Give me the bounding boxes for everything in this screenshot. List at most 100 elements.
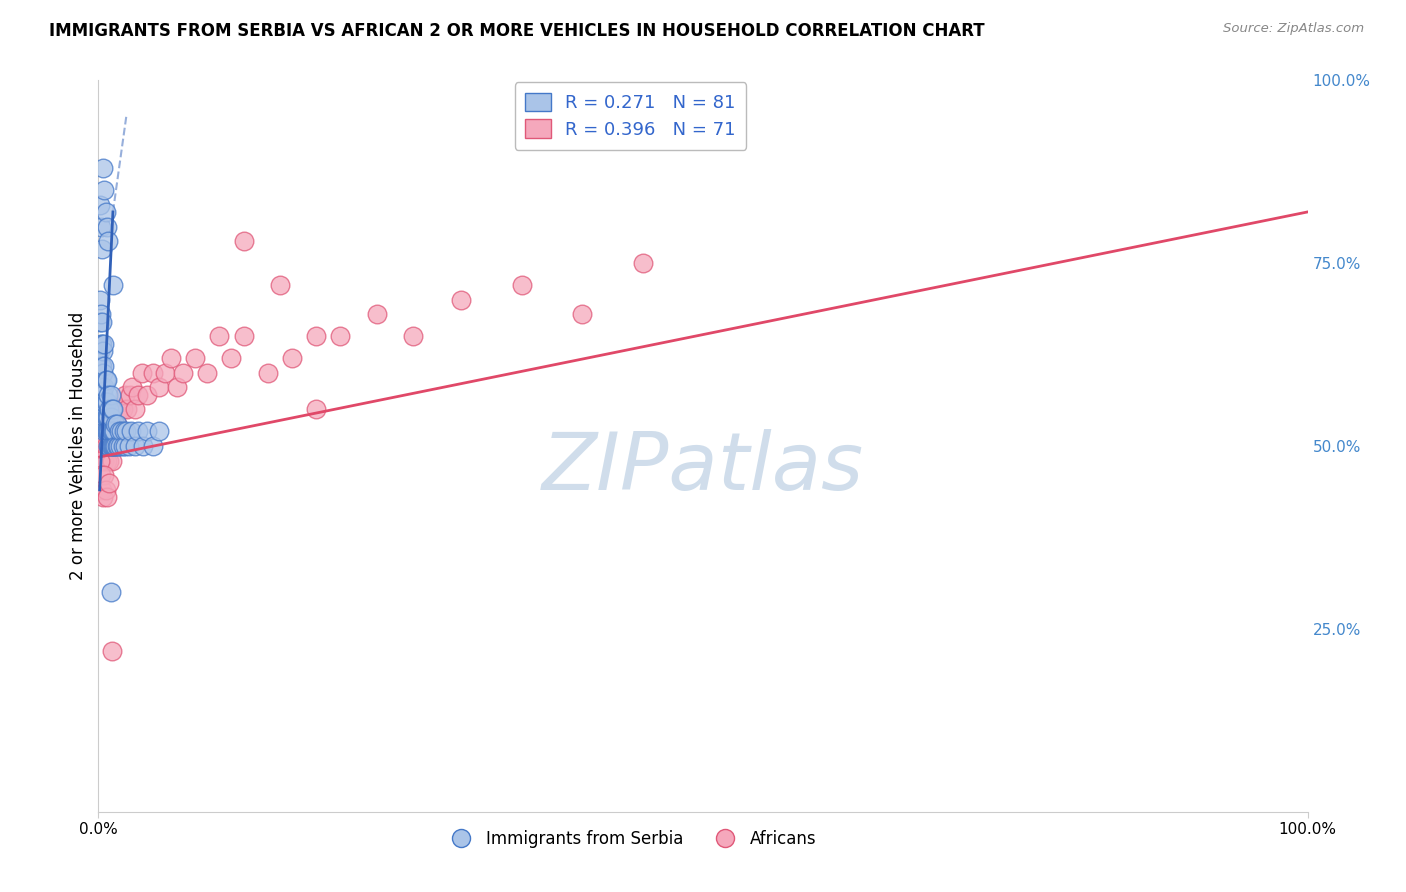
Point <box>89 366 111 380</box>
Point <box>93 359 115 373</box>
Point <box>100 425 122 439</box>
Point <box>97 409 120 424</box>
Point <box>135 388 157 402</box>
Point <box>93 468 115 483</box>
Point <box>631 256 654 270</box>
Point <box>100 388 122 402</box>
Point <box>104 417 127 431</box>
Point <box>184 351 207 366</box>
Point <box>98 453 121 467</box>
Point <box>107 439 129 453</box>
Point <box>105 439 128 453</box>
Point <box>329 329 352 343</box>
Point <box>101 409 124 424</box>
Point <box>94 425 117 439</box>
Point <box>89 453 111 467</box>
Point <box>107 402 129 417</box>
Point <box>91 366 114 380</box>
Point <box>100 417 122 431</box>
Point <box>269 278 291 293</box>
Point <box>91 402 114 417</box>
Point <box>91 343 114 358</box>
Point <box>115 425 138 439</box>
Point <box>100 439 122 453</box>
Point <box>114 439 136 453</box>
Point <box>96 395 118 409</box>
Point <box>108 402 131 417</box>
Point <box>91 425 114 439</box>
Point <box>89 315 111 329</box>
Point <box>281 351 304 366</box>
Point <box>90 219 112 234</box>
Point <box>91 483 114 497</box>
Text: IMMIGRANTS FROM SERBIA VS AFRICAN 2 OR MORE VEHICLES IN HOUSEHOLD CORRELATION CH: IMMIGRANTS FROM SERBIA VS AFRICAN 2 OR M… <box>49 22 984 40</box>
Point <box>100 402 122 417</box>
Point <box>148 380 170 394</box>
Point <box>94 373 117 387</box>
Point <box>93 425 115 439</box>
Point <box>98 402 121 417</box>
Point <box>124 402 146 417</box>
Point <box>118 388 141 402</box>
Point <box>93 395 115 409</box>
Point <box>510 278 533 293</box>
Point <box>89 425 111 439</box>
Point <box>105 417 128 431</box>
Point <box>101 402 124 417</box>
Point <box>91 417 114 431</box>
Y-axis label: 2 or more Vehicles in Household: 2 or more Vehicles in Household <box>69 312 87 580</box>
Point <box>97 439 120 453</box>
Point <box>127 425 149 439</box>
Point <box>450 293 472 307</box>
Point <box>111 402 134 417</box>
Point <box>124 439 146 453</box>
Point <box>131 366 153 380</box>
Point <box>96 409 118 424</box>
Point <box>142 439 165 453</box>
Point <box>90 468 112 483</box>
Point <box>91 161 114 175</box>
Point <box>91 242 114 256</box>
Point <box>108 425 131 439</box>
Point <box>89 395 111 409</box>
Point <box>91 315 114 329</box>
Point <box>89 197 111 211</box>
Point <box>166 380 188 394</box>
Point <box>97 417 120 431</box>
Point <box>98 439 121 453</box>
Point <box>91 380 114 394</box>
Point <box>121 380 143 394</box>
Point <box>91 439 114 453</box>
Point <box>98 425 121 439</box>
Point <box>232 234 254 248</box>
Point <box>305 402 328 417</box>
Point <box>96 453 118 467</box>
Point <box>104 439 127 453</box>
Point <box>97 425 120 439</box>
Point <box>118 439 141 453</box>
Point <box>93 183 115 197</box>
Text: Source: ZipAtlas.com: Source: ZipAtlas.com <box>1223 22 1364 36</box>
Point <box>101 278 124 293</box>
Point <box>96 425 118 439</box>
Point <box>208 329 231 343</box>
Point <box>112 425 135 439</box>
Point <box>108 425 131 439</box>
Point <box>160 351 183 366</box>
Point <box>571 307 593 321</box>
Point <box>153 366 176 380</box>
Point <box>94 439 117 453</box>
Point <box>91 359 114 373</box>
Point <box>94 417 117 431</box>
Point <box>100 585 122 599</box>
Point <box>90 439 112 453</box>
Point <box>101 439 124 453</box>
Point <box>90 380 112 394</box>
Point <box>93 453 115 467</box>
Point <box>148 425 170 439</box>
Point <box>94 205 117 219</box>
Point <box>100 439 122 453</box>
Point <box>110 425 132 439</box>
Point <box>91 453 114 467</box>
Point <box>93 380 115 394</box>
